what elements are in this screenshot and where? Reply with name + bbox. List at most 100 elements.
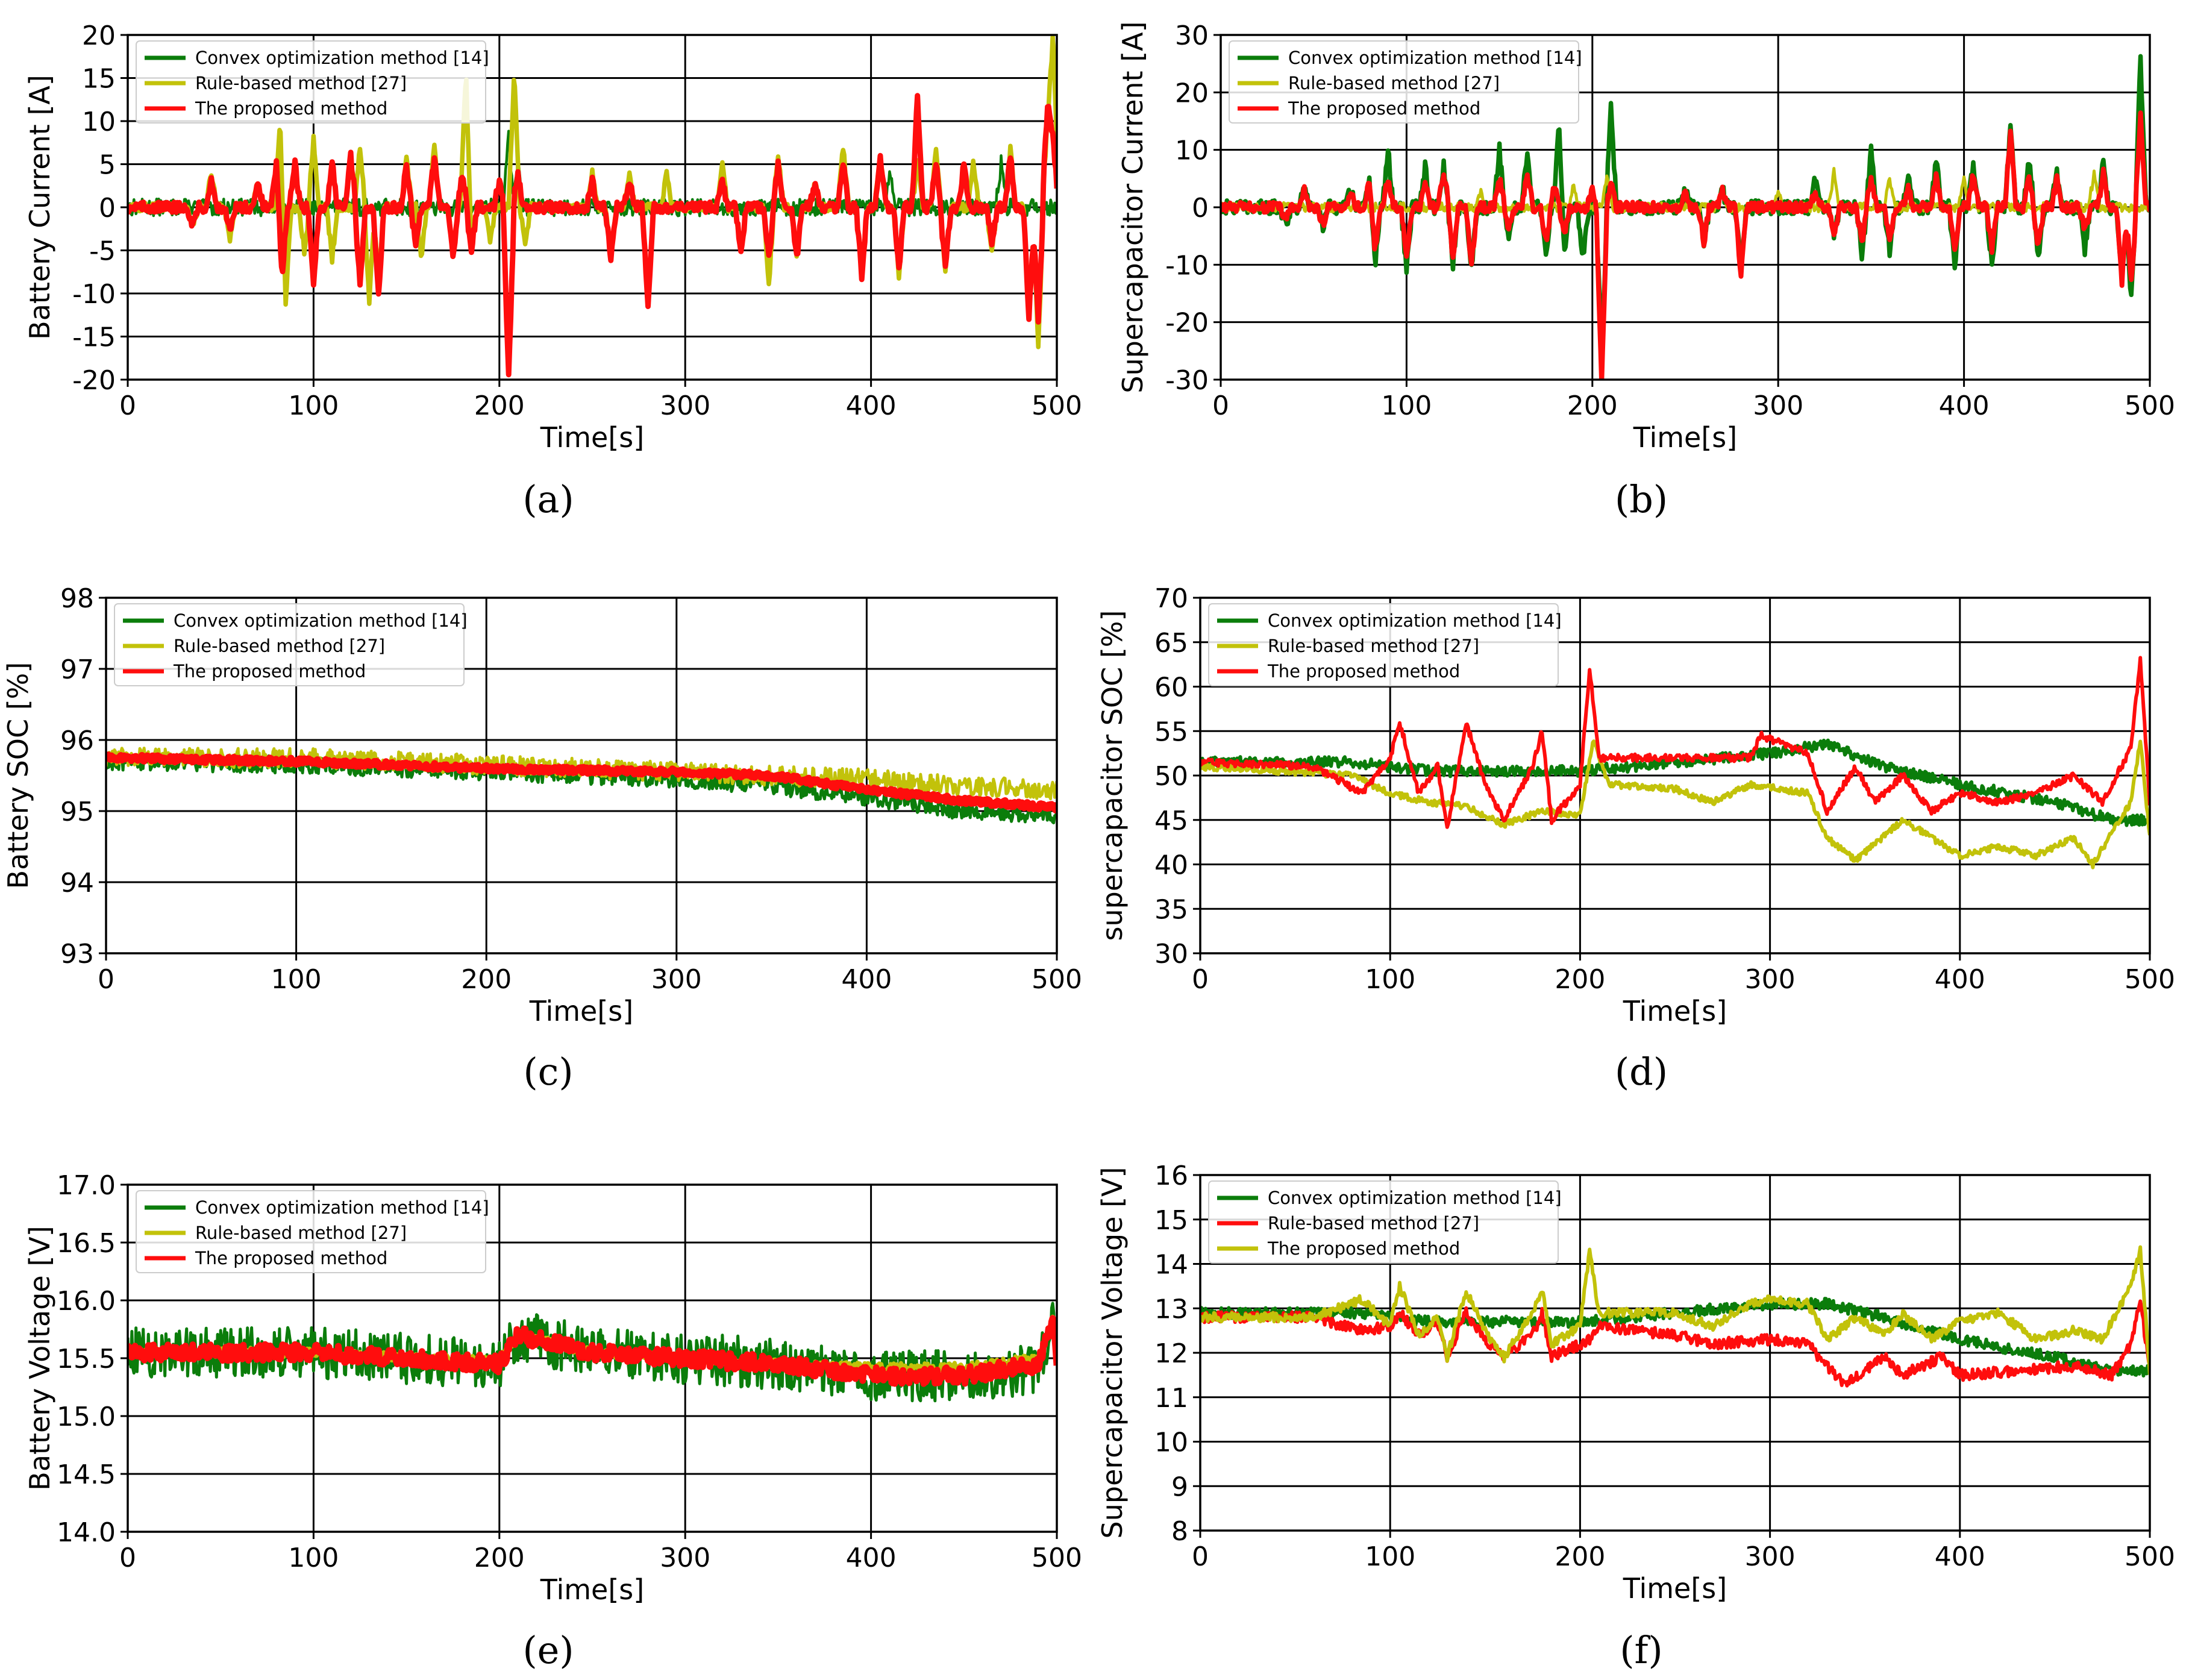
plot-frame: [105, 597, 1058, 954]
y-tick-label: 14.5: [57, 1459, 116, 1490]
panel-a: 0 100 200 300 400 500 -20 -15 -10 -5 0 5 10 15 20 Time[…: [23, 20, 1082, 521]
x-tick-label: 200: [1567, 390, 1618, 421]
panel-caption: (d): [1615, 1050, 1668, 1094]
legend-box: [1229, 40, 1579, 124]
x-tick-label: 500: [2125, 390, 2175, 421]
x-tick-label: 200: [474, 1543, 525, 1573]
panel-e: 0 100 200 300 400 500 14.0 14.5 15.0 15.5 16.0 16.5…: [23, 1170, 1082, 1672]
series-line-1: [1200, 738, 2150, 827]
series-line-3: [128, 93, 1057, 378]
legend-entry: The proposed method: [195, 98, 387, 119]
y-tick-label: -10: [72, 279, 116, 310]
y-axis-label: Battery Current [A]: [23, 75, 56, 340]
series-line-3: [1221, 110, 2150, 380]
x-axis-label: Time[s]: [1633, 421, 1737, 454]
legend-box: [1208, 1180, 1559, 1264]
y-axis-label: Supercapacitor Current [A]: [1116, 21, 1149, 393]
x-tick-label: 0: [119, 390, 136, 421]
x-axis-label: Time[s]: [1623, 995, 1727, 1027]
legend-box: [114, 603, 465, 686]
legend-entry: Rule-based method [27]: [195, 73, 407, 93]
x-tick-label: 400: [1939, 390, 1990, 421]
y-tick-label: 97: [60, 654, 94, 685]
y-tick-label: 14: [1154, 1250, 1188, 1280]
series-line-2: [1200, 1299, 2150, 1388]
x-tick-label: 0: [1192, 1541, 1209, 1572]
y-tick-label: 9: [1171, 1472, 1188, 1502]
legend-entry: The proposed method: [1267, 661, 1460, 682]
legend-entry: Rule-based method [27]: [1288, 73, 1500, 93]
x-tick-label: 0: [119, 1543, 136, 1573]
panel-f: 0 100 200 300 400 500 8 9 10 11 12 13 14 15 16 Time[s] S…: [1096, 1161, 2175, 1672]
panel-caption: (f): [1620, 1628, 1662, 1672]
y-tick-label: 0: [1192, 193, 1209, 224]
y-tick-label: 30: [1154, 939, 1188, 970]
x-tick-label: 300: [651, 964, 702, 995]
series-line-3: [1200, 1245, 2150, 1375]
x-tick-label: 500: [1032, 390, 1082, 421]
x-tick-label: 400: [1935, 964, 1985, 995]
legend-entry: Rule-based method [27]: [1268, 636, 1479, 656]
y-tick-label: -5: [89, 236, 116, 267]
y-tick-label: -20: [1165, 308, 1209, 339]
x-tick-label: 300: [1745, 964, 1796, 995]
y-axis-label: Supercapacitor Voltage [V]: [1096, 1167, 1129, 1539]
x-tick-label: 300: [660, 390, 710, 421]
y-tick-label: 8: [1171, 1516, 1188, 1547]
x-axis-label: Time[s]: [529, 995, 633, 1027]
y-tick-label: 65: [1154, 628, 1188, 659]
y-tick-label: 98: [60, 583, 94, 614]
series-line-2: [106, 747, 1057, 801]
legend-entry: Convex optimization method [14]: [1268, 610, 1562, 631]
y-tick-label: 15: [1154, 1205, 1188, 1236]
y-tick-label: 95: [60, 797, 94, 827]
legend-entry: Convex optimization method [14]: [1268, 1188, 1562, 1208]
y-tick-label: -10: [1165, 250, 1209, 281]
legend-entry: Rule-based method [27]: [195, 1223, 407, 1243]
x-tick-label: 500: [2125, 1541, 2175, 1572]
legend-entry: Convex optimization method [14]: [195, 1197, 489, 1218]
x-axis-label: Time[s]: [1623, 1572, 1727, 1605]
x-tick-label: 500: [1032, 964, 1082, 995]
x-tick-label: 100: [288, 390, 339, 421]
y-tick-label: 20: [82, 20, 116, 51]
y-tick-label: 55: [1154, 716, 1188, 747]
y-axis-label: supercapacitor SOC [%]: [1096, 610, 1129, 941]
x-tick-label: 300: [1753, 390, 1803, 421]
x-tick-label: 500: [2125, 964, 2175, 995]
y-tick-label: 13: [1154, 1294, 1188, 1324]
legend-entry: The proposed method: [1267, 1238, 1460, 1259]
panel-c: 0 100 200 300 400 500 93 94 95 96 97 98 Time[s] Batte…: [2, 583, 1082, 1094]
y-tick-label: 40: [1154, 850, 1188, 881]
x-tick-label: 400: [846, 1543, 897, 1573]
y-tick-label: 50: [1154, 761, 1188, 792]
y-tick-label: 5: [99, 150, 116, 181]
series-group: [1200, 1245, 2150, 1388]
x-tick-label: 0: [1192, 964, 1209, 995]
y-tick-label: 10: [1154, 1428, 1188, 1458]
x-tick-label: 200: [474, 390, 525, 421]
series-line-2: [1200, 739, 2150, 870]
x-tick-label: 100: [288, 1543, 339, 1573]
x-tick-label: 100: [271, 964, 322, 995]
y-tick-label: 14.0: [57, 1517, 116, 1548]
y-tick-label: 16: [1154, 1161, 1188, 1191]
y-tick-label: 15: [82, 64, 116, 95]
y-tick-label: 94: [60, 868, 94, 898]
legend-entry: Convex optimization method [14]: [174, 610, 468, 631]
series-group: [1221, 54, 2150, 380]
series-group: [128, 35, 1057, 378]
x-axis-label: Time[s]: [540, 421, 644, 454]
x-tick-label: 300: [1745, 1541, 1796, 1572]
y-tick-label: 15.0: [57, 1402, 116, 1432]
legend-entry: Rule-based method [27]: [1268, 1213, 1479, 1233]
panel-caption: (c): [523, 1050, 573, 1094]
y-tick-label: 45: [1154, 806, 1188, 836]
y-axis-label: Battery Voltage [V]: [23, 1226, 56, 1490]
x-tick-label: 100: [1381, 390, 1432, 421]
y-tick-label: 96: [60, 726, 94, 756]
x-tick-label: 400: [1935, 1541, 1985, 1572]
y-tick-label: 35: [1154, 894, 1188, 925]
x-tick-label: 200: [1555, 1541, 1605, 1572]
